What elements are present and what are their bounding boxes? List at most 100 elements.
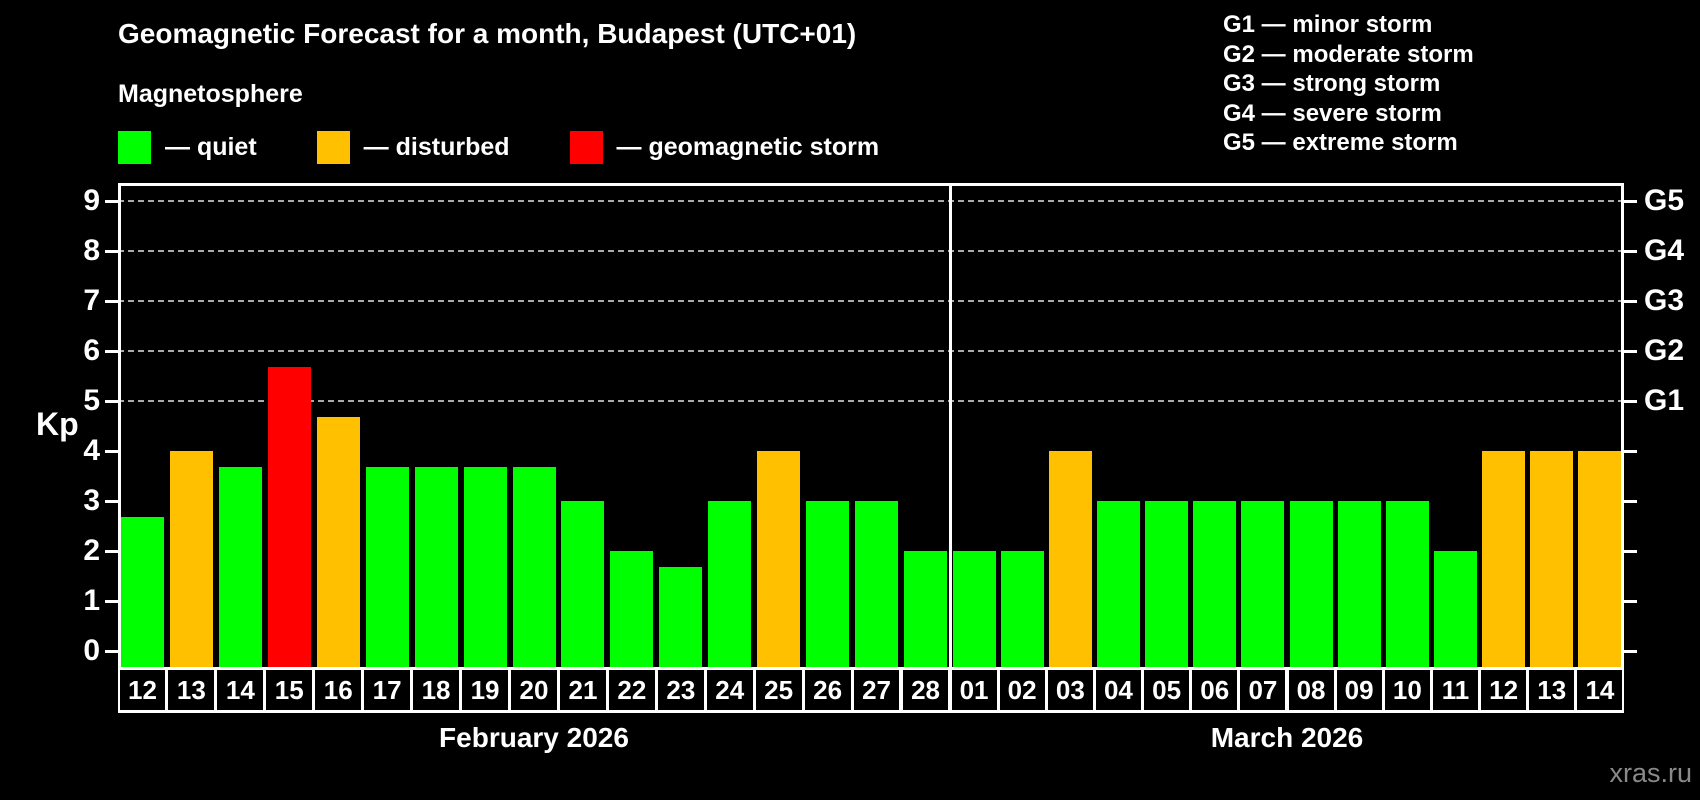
right-tick-6 — [1624, 350, 1637, 353]
kp-bar-february-28 — [904, 551, 947, 667]
g-legend-line-4: G4 — severe storm — [1223, 99, 1442, 127]
day-label-13: 13 — [1529, 670, 1575, 710]
quiet-color-swatch — [118, 131, 151, 164]
day-label-27: 27 — [853, 670, 900, 710]
g-legend-line-5: G5 — extreme storm — [1223, 129, 1458, 156]
day-label-16: 16 — [315, 670, 362, 710]
day-label-14: 14 — [217, 670, 264, 710]
kp-bar-march-12 — [1482, 451, 1526, 667]
g-axis-label-G1: G1 — [1644, 384, 1685, 417]
status-legend: — quiet — disturbed — geomagnetic storm — [118, 131, 939, 164]
right-tick-2 — [1624, 550, 1637, 553]
magnetosphere-label: Magnetosphere — [118, 80, 303, 108]
day-label-03: 03 — [1047, 670, 1093, 710]
g-legend-line-2: G2 — moderate storm — [1223, 40, 1474, 68]
legend-label-quiet: — quiet — [165, 133, 257, 161]
gridline-kp6 — [118, 350, 1624, 352]
right-tick-8 — [1624, 250, 1637, 253]
g-axis-label-G2: G2 — [1644, 334, 1685, 367]
y-tick-0 — [105, 650, 118, 653]
day-label-15: 15 — [266, 670, 313, 710]
kp-bar-march-03 — [1048, 451, 1092, 667]
kp-bar-march-13 — [1530, 451, 1574, 667]
day-label-14: 14 — [1577, 670, 1623, 710]
y-tick-label-3: 3 — [83, 484, 100, 517]
gridline-kp8 — [118, 250, 1624, 252]
kp-bar-february-23 — [659, 567, 703, 667]
kp-bar-february-22 — [610, 551, 654, 667]
storm-color-swatch — [569, 131, 603, 164]
day-label-09: 09 — [1336, 670, 1382, 710]
kp-bar-march-02 — [1000, 551, 1044, 667]
legend-item-storm: — geomagnetic storm — [569, 131, 880, 164]
watermark: xras.ru — [1609, 758, 1692, 788]
disturbed-color-swatch — [316, 131, 350, 164]
y-tick-label-7: 7 — [83, 284, 100, 317]
kp-bar-march-07 — [1241, 501, 1285, 667]
kp-bar-march-14 — [1578, 451, 1622, 667]
kp-bar-february-15 — [267, 367, 311, 667]
month-divider-line — [949, 183, 952, 667]
day-label-01: 01 — [951, 670, 997, 710]
day-label-28: 28 — [902, 670, 949, 710]
day-label-23: 23 — [657, 670, 704, 710]
kp-bar-february-21 — [561, 501, 605, 667]
kp-bar-february-14 — [218, 467, 262, 667]
day-label-10: 10 — [1384, 670, 1430, 710]
right-tick-0 — [1624, 650, 1637, 653]
day-label-05: 05 — [1144, 670, 1190, 710]
kp-bar-march-04 — [1097, 501, 1140, 667]
g-legend-line-1: G1 — minor storm — [1223, 11, 1433, 38]
y-tick-8 — [105, 250, 118, 253]
day-label-25: 25 — [755, 670, 802, 710]
kp-bar-february-24 — [708, 501, 752, 667]
day-label-26: 26 — [804, 670, 851, 710]
gridline-kp5 — [118, 400, 1624, 402]
legend-label-storm: — geomagnetic storm — [616, 133, 880, 161]
legend-label-disturbed: — disturbed — [363, 133, 510, 161]
y-tick-5 — [105, 400, 118, 403]
y-tick-label-6: 6 — [83, 334, 100, 367]
day-label-19: 19 — [462, 670, 508, 710]
y-tick-label-8: 8 — [83, 234, 100, 267]
kp-bar-february-16 — [316, 417, 360, 667]
day-label-22: 22 — [608, 670, 655, 710]
kp-bar-february-27 — [855, 501, 899, 667]
kp-bar-march-09 — [1337, 501, 1381, 667]
y-tick-6 — [105, 350, 118, 353]
kp-bar-february-25 — [757, 451, 801, 667]
right-tick-5 — [1624, 400, 1637, 403]
day-label-02: 02 — [999, 670, 1045, 710]
right-tick-3 — [1624, 500, 1637, 503]
day-label-11: 11 — [1432, 670, 1478, 710]
day-axis-strip: 12 13 14 15 16 17 18 19 20 21 22 23 24 25 26 27 28 01 02 03… — [118, 667, 1624, 713]
day-label-17: 17 — [364, 670, 411, 710]
g-axis-label-G5: G5 — [1644, 184, 1685, 217]
kp-bar-february-20 — [512, 467, 556, 667]
right-tick-1 — [1624, 600, 1637, 603]
plot-area: 0 1 2 3 4 5 6 7 8 9 G1 G2 G3 G4 G5 — [83, 183, 1684, 667]
kp-forecast-chart: 0 1 2 3 4 5 6 7 8 9 G1 G2 G3 G4 G5 12 13 14 15 16 17 18 19 20 2… — [83, 183, 1684, 713]
kp-bar-march-08 — [1289, 501, 1333, 667]
right-tick-9 — [1624, 200, 1637, 203]
y-tick-label-4: 4 — [83, 434, 100, 467]
y-tick-9 — [105, 200, 118, 203]
gridline-kp7 — [118, 300, 1624, 302]
y-tick-label-1: 1 — [83, 584, 100, 617]
y-tick-label-0: 0 — [83, 634, 100, 667]
y-tick-7 — [105, 300, 118, 303]
day-label-13: 13 — [168, 670, 215, 710]
day-label-04: 04 — [1095, 670, 1141, 710]
y-axis-title: Kp — [36, 406, 79, 442]
day-label-07: 07 — [1240, 670, 1286, 710]
right-tick-4 — [1624, 450, 1637, 453]
day-label-12: 12 — [119, 670, 166, 710]
y-tick-1 — [105, 600, 118, 603]
kp-bar-february-12 — [121, 517, 164, 667]
kp-bar-february-18 — [414, 467, 458, 667]
kp-bar-february-19 — [463, 467, 507, 667]
day-label-18: 18 — [413, 670, 459, 710]
kp-bar-march-11 — [1434, 551, 1477, 667]
day-label-12: 12 — [1481, 670, 1527, 710]
y-tick-3 — [105, 500, 118, 503]
